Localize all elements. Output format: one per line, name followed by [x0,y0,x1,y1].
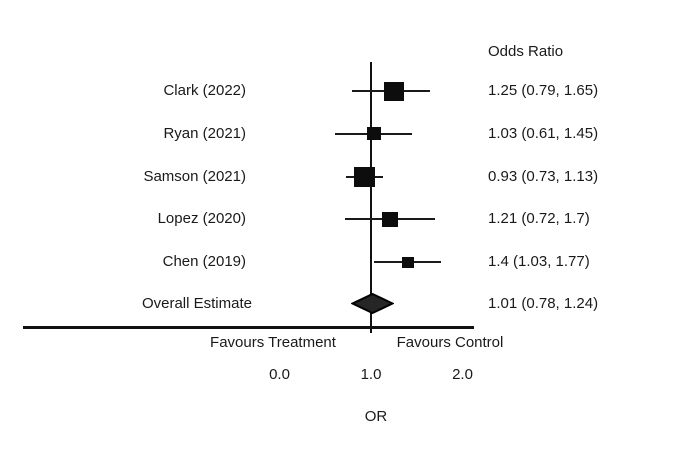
study-label: Chen (2019) [162,253,246,270]
value-label: 1.21 (0.72, 1.7) [488,210,590,228]
tick-label: 1.0 [360,366,382,383]
or-marker [354,166,376,187]
study-label: Clark (2022) [163,82,246,99]
reference-line [369,62,373,333]
value-label: 1.25 (0.79, 1.65) [488,82,599,99]
study-label: Lopez (2020) [157,210,246,228]
x-axis-line [23,326,474,329]
odds-ratio-column-header: Odds Ratio [488,43,564,60]
or-marker [383,81,404,101]
value-label: 0.93 (0.73, 1.13) [488,167,599,185]
study-label: Samson (2021) [143,167,246,185]
tick-label: 2.0 [452,366,473,383]
tick-label: 0.0 [269,366,290,383]
favours-control-label: Favours Control [396,334,504,351]
or-marker [382,211,399,227]
value-label: 1.01 (0.78, 1.24) [488,294,599,312]
overall-label: Overall Estimate [141,294,252,312]
overall-diamond [349,292,395,319]
or-marker [401,256,414,268]
or-marker [366,127,381,141]
value-label: 1.03 (0.61, 1.45) [488,124,599,142]
study-label: Ryan (2021) [163,124,246,142]
favours-treatment-label: Favours Treatment [210,334,336,351]
x-axis-title: OR [364,408,388,425]
value-label: 1.4 (1.03, 1.77) [488,253,590,270]
